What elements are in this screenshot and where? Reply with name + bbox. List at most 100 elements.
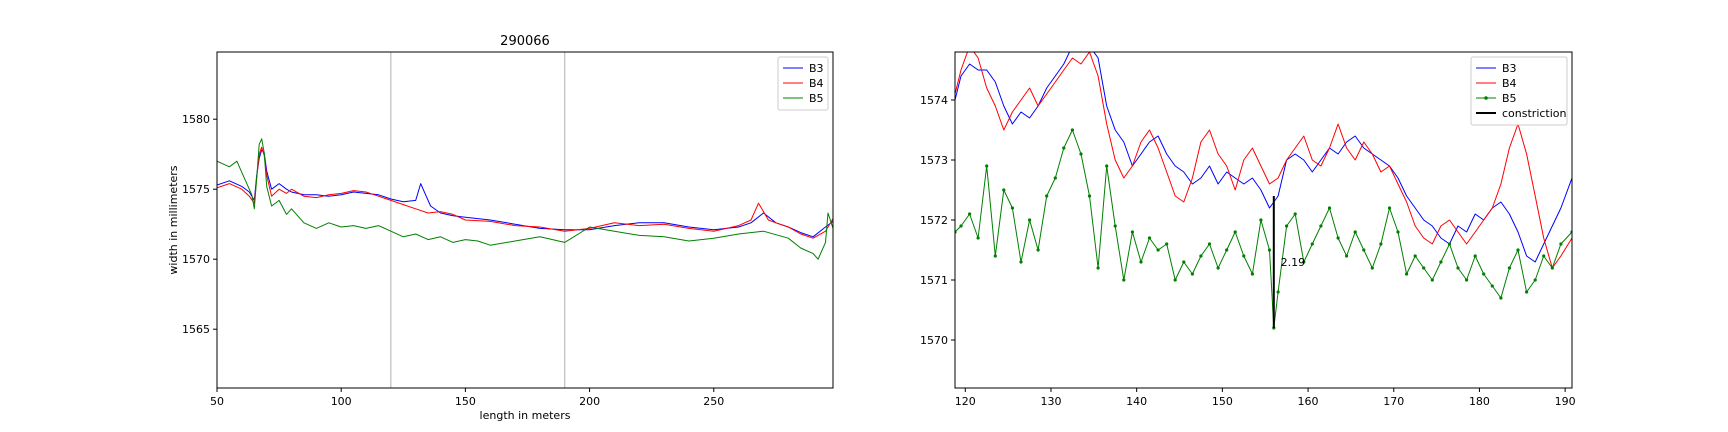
series-B5-point: [1405, 272, 1409, 276]
series-B5-point: [1310, 242, 1314, 246]
y-tick-label: 1570: [920, 334, 948, 347]
series-B5-point: [959, 224, 963, 228]
series-B5-point: [1499, 296, 1503, 300]
series-B5-point: [1139, 260, 1143, 264]
series-B5-point: [1542, 254, 1546, 258]
y-tick-label: 1580: [182, 113, 210, 126]
series-B5-point: [1285, 224, 1289, 228]
series-B5-point: [1019, 260, 1023, 264]
series-B5-line: [955, 129, 1572, 329]
series-B5-point: [1447, 242, 1452, 246]
series-B5-point: [1533, 278, 1537, 282]
series-B5-point: [1327, 206, 1332, 210]
series-B5-point: [1387, 206, 1392, 210]
series-B5-point: [1130, 230, 1134, 234]
constriction-annotation: 2.19: [1281, 256, 1306, 269]
series-B5-point: [1036, 248, 1040, 252]
x-tick-label: 150: [1212, 395, 1233, 408]
series-B5-point: [1259, 218, 1263, 222]
x-tick-label: 100: [331, 395, 352, 408]
y-tick-label: 1575: [182, 183, 210, 196]
series-B5-point: [1225, 248, 1229, 252]
series-B5-point: [1028, 218, 1032, 222]
series-B5-point: [1010, 206, 1015, 210]
x-tick-label: 250: [703, 395, 724, 408]
plot-area: [955, 52, 1572, 330]
x-tick-label: 180: [1469, 395, 1490, 408]
x-tick-label: 50: [210, 395, 224, 408]
series-B5-point: [1396, 230, 1400, 234]
series-B5-point: [1482, 272, 1486, 276]
series-B5-point: [1336, 236, 1340, 240]
series-B5-point: [1216, 266, 1220, 270]
legend-box: [1470, 56, 1568, 126]
series-B5-point: [1362, 248, 1366, 252]
x-tick-label: 170: [1383, 395, 1404, 408]
x-axis-label: length in meters: [480, 409, 571, 422]
legend-label-constriction: constriction: [1502, 107, 1567, 120]
series-B5-point: [1276, 290, 1280, 294]
chart-title: 290066: [500, 34, 550, 49]
series-B5-point: [1293, 212, 1297, 216]
x-tick-label: 120: [955, 395, 976, 408]
x-tick-label: 130: [1040, 395, 1061, 408]
series-B5-point: [1156, 248, 1160, 252]
series-B5-point: [1045, 194, 1049, 198]
series-B3-line: [217, 149, 833, 238]
series-B5-point: [1473, 254, 1477, 258]
x-tick-label: 200: [579, 395, 600, 408]
series-B5-point: [1199, 254, 1203, 258]
series-B5-point: [1147, 236, 1152, 240]
series-B5-point: [1525, 290, 1529, 294]
series-B5-point: [1242, 254, 1246, 258]
series-B5-point: [1070, 128, 1074, 132]
plot-area: [217, 138, 833, 260]
series-B5-point: [1002, 188, 1006, 192]
legend: B3 B4 B5 constriction: [1470, 56, 1568, 126]
series-B5-point: [968, 212, 972, 216]
series-B5-point: [1507, 266, 1511, 270]
series-B5-point: [1559, 242, 1563, 246]
series-B5-point: [1233, 230, 1237, 234]
x-tick-label: 140: [1126, 395, 1147, 408]
right-chart: 120 130 140 150 160 170 180 190 1570 1571 1572 1573…: [920, 51, 1576, 408]
left-chart: 50 100 150 200 250 1565 1570 1575 1580 290066 leng…: [167, 34, 834, 422]
series-B5-point: [1062, 146, 1066, 150]
series-B5-point: [1516, 248, 1520, 252]
series-B5-point: [1550, 266, 1554, 270]
series-B5-point: [993, 254, 997, 258]
series-B4-line: [217, 146, 833, 239]
y-tick-label: 1571: [920, 274, 948, 287]
x-tick-label: 150: [455, 395, 476, 408]
legend: B3 B4 B5: [777, 56, 829, 111]
series-B5-point: [1165, 242, 1169, 246]
y-tick-label: 1565: [182, 323, 210, 336]
series-B5-point: [985, 164, 989, 168]
y-axis-label: width in millimeters: [167, 165, 180, 274]
series-B4-line: [955, 52, 1572, 269]
series-B5-point: [1302, 260, 1306, 264]
x-tick-label: 190: [1555, 395, 1576, 408]
series-B5-point: [1465, 278, 1469, 282]
series-B5-point: [1087, 194, 1092, 198]
series-B5-point: [1173, 278, 1177, 282]
legend-label-B5: B5: [809, 92, 824, 105]
series-B5-point: [1122, 278, 1126, 282]
legend-label-B3: B3: [809, 62, 824, 75]
series-B5-line: [217, 138, 833, 260]
legend-label-B4: B4: [1502, 77, 1517, 90]
series-B5-point: [1053, 176, 1057, 180]
legend-label-B3: B3: [1502, 62, 1517, 75]
series-B5-point: [1207, 242, 1212, 246]
series-B5-point: [1182, 260, 1186, 264]
legend-marker-B5: [1484, 96, 1488, 100]
series-B5-point: [1422, 266, 1426, 270]
series-B5-point: [1353, 230, 1357, 234]
series-B5-point: [1439, 260, 1443, 264]
series-B5-point: [1319, 224, 1323, 228]
series-B5-point: [1456, 266, 1460, 270]
series-B5-point: [976, 236, 980, 240]
series-B5-point: [1430, 278, 1434, 282]
series-B5-point: [1096, 266, 1100, 270]
